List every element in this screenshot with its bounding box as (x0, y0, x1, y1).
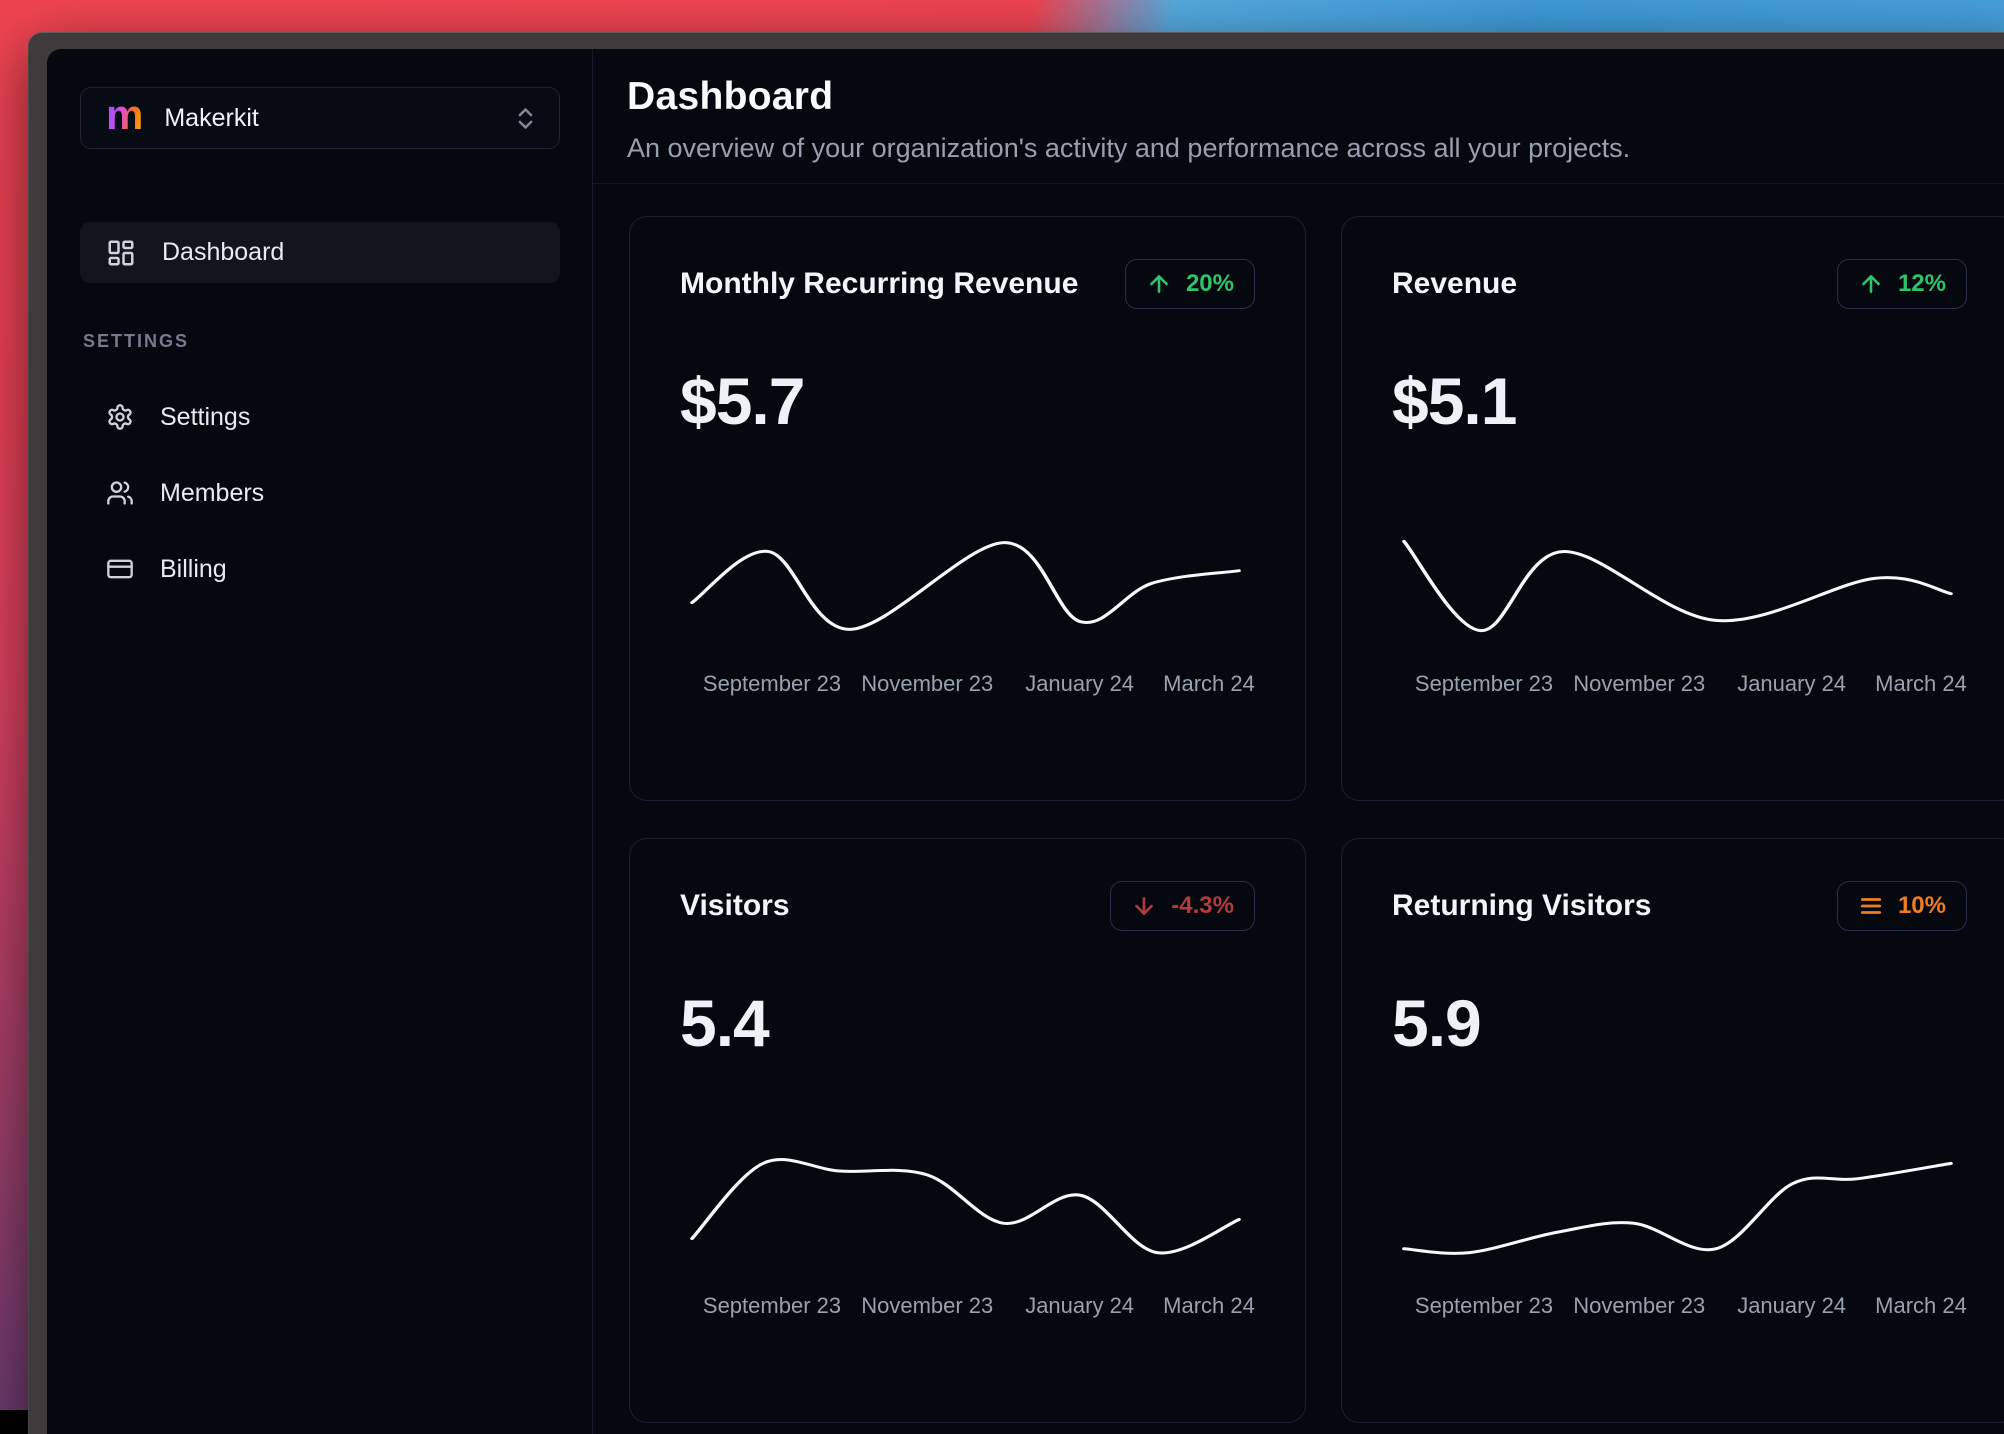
page-subtitle: An overview of your organization's activ… (627, 133, 1988, 164)
x-axis-labels: September 23 November 23 January 24 March 2… (680, 1293, 1255, 1323)
chevrons-up-down-icon (512, 105, 539, 132)
card-title: Monthly Recurring Revenue (680, 267, 1078, 301)
trend-badge: 12% (1837, 259, 1967, 309)
trend-value: 10% (1898, 892, 1946, 920)
page-title: Dashboard (627, 75, 1988, 119)
sidebar-item-label: Billing (160, 555, 227, 584)
x-axis-tick-label: September 23 (703, 671, 841, 697)
x-axis-tick-label: March 24 (1163, 1293, 1255, 1319)
line-chart (1404, 1133, 1951, 1283)
metric-card: Monthly Recurring Revenue 20% $5.7 Septe… (629, 216, 1306, 801)
metric-card-grid: Monthly Recurring Revenue 20% $5.7 Septe… (593, 184, 2004, 1434)
arrow-down-icon (1131, 893, 1157, 919)
x-axis-tick-label: November 23 (1573, 1293, 1705, 1319)
line-chart (692, 1133, 1239, 1283)
metric-value: $5.1 (1392, 363, 1967, 439)
users-icon (106, 479, 134, 507)
trend-value: -4.3% (1171, 892, 1234, 920)
credit-card-icon (106, 555, 134, 583)
chart-line (692, 1160, 1239, 1253)
card-title: Visitors (680, 889, 790, 923)
x-axis-tick-label: September 23 (1415, 1293, 1553, 1319)
x-axis-tick-label: November 23 (1573, 671, 1705, 697)
chart-line (1404, 541, 1951, 630)
sidebar-item-billing[interactable]: Billing (80, 540, 560, 598)
sidebar-item-label: Members (160, 479, 264, 508)
sidebar-item-members[interactable]: Members (80, 464, 560, 522)
metric-value: 5.9 (1392, 985, 1967, 1061)
card-header: Visitors -4.3% (680, 881, 1255, 931)
sidebar: m Makerkit Dashboard SETTINGS (47, 49, 592, 1434)
sidebar-item-settings[interactable]: Settings (80, 388, 560, 446)
app-root: m Makerkit Dashboard SETTINGS (47, 49, 2004, 1434)
arrow-up-icon (1858, 271, 1884, 297)
x-axis-tick-label: March 24 (1163, 671, 1255, 697)
card-header: Returning Visitors 10% (1392, 881, 1967, 931)
main-content: Dashboard An overview of your organizati… (592, 49, 2004, 1434)
workspace-name: Makerkit (164, 104, 258, 133)
x-axis-tick-label: January 24 (1025, 671, 1134, 697)
card-title: Revenue (1392, 267, 1517, 301)
workspace-selector[interactable]: m Makerkit (80, 87, 560, 149)
sidebar-item-label: Settings (160, 403, 250, 432)
x-axis-labels: September 23 November 23 January 24 March 2… (1392, 1293, 1967, 1323)
metric-card: Returning Visitors 10% 5.9 September 23 N… (1341, 838, 2004, 1423)
card-header: Monthly Recurring Revenue 20% (680, 259, 1255, 309)
x-axis-tick-label: September 23 (1415, 671, 1553, 697)
line-chart (692, 511, 1239, 661)
metric-value: $5.7 (680, 363, 1255, 439)
arrow-up-icon (1146, 271, 1172, 297)
metric-card: Visitors -4.3% 5.4 September 23 November … (629, 838, 1306, 1423)
x-axis-tick-label: January 24 (1737, 1293, 1846, 1319)
gear-icon (106, 403, 134, 431)
chart-line (1404, 1163, 1951, 1253)
sidebar-item-dashboard[interactable]: Dashboard (80, 222, 560, 283)
sidebar-item-label: Dashboard (162, 238, 284, 267)
menu-icon (1858, 893, 1884, 919)
x-axis-labels: September 23 November 23 January 24 March 2… (680, 671, 1255, 701)
trend-badge: 20% (1125, 259, 1255, 309)
macos-window: m Makerkit Dashboard SETTINGS (28, 32, 2004, 1434)
page-header: Dashboard An overview of your organizati… (593, 49, 2004, 184)
trend-value: 20% (1186, 270, 1234, 298)
metric-value: 5.4 (680, 985, 1255, 1061)
trend-value: 12% (1898, 270, 1946, 298)
x-axis-tick-label: November 23 (861, 671, 993, 697)
card-header: Revenue 12% (1392, 259, 1967, 309)
layout-dashboard-icon (106, 238, 136, 268)
x-axis-tick-label: November 23 (861, 1293, 993, 1319)
x-axis-tick-label: March 24 (1875, 1293, 1967, 1319)
trend-badge: 10% (1837, 881, 1967, 931)
x-axis-tick-label: January 24 (1025, 1293, 1134, 1319)
x-axis-tick-label: September 23 (703, 1293, 841, 1319)
trend-badge: -4.3% (1110, 881, 1255, 931)
x-axis-tick-label: March 24 (1875, 671, 1967, 697)
sidebar-section-label: SETTINGS (80, 331, 560, 352)
x-axis-tick-label: January 24 (1737, 671, 1846, 697)
line-chart (1404, 511, 1951, 661)
makerkit-logo: m (106, 94, 143, 136)
card-title: Returning Visitors (1392, 889, 1651, 923)
metric-card: Revenue 12% $5.1 September 23 November 23… (1341, 216, 2004, 801)
sidebar-nav: Dashboard SETTINGS Settings Members (80, 222, 560, 598)
x-axis-labels: September 23 November 23 January 24 March 2… (1392, 671, 1967, 701)
chart-line (692, 543, 1239, 630)
